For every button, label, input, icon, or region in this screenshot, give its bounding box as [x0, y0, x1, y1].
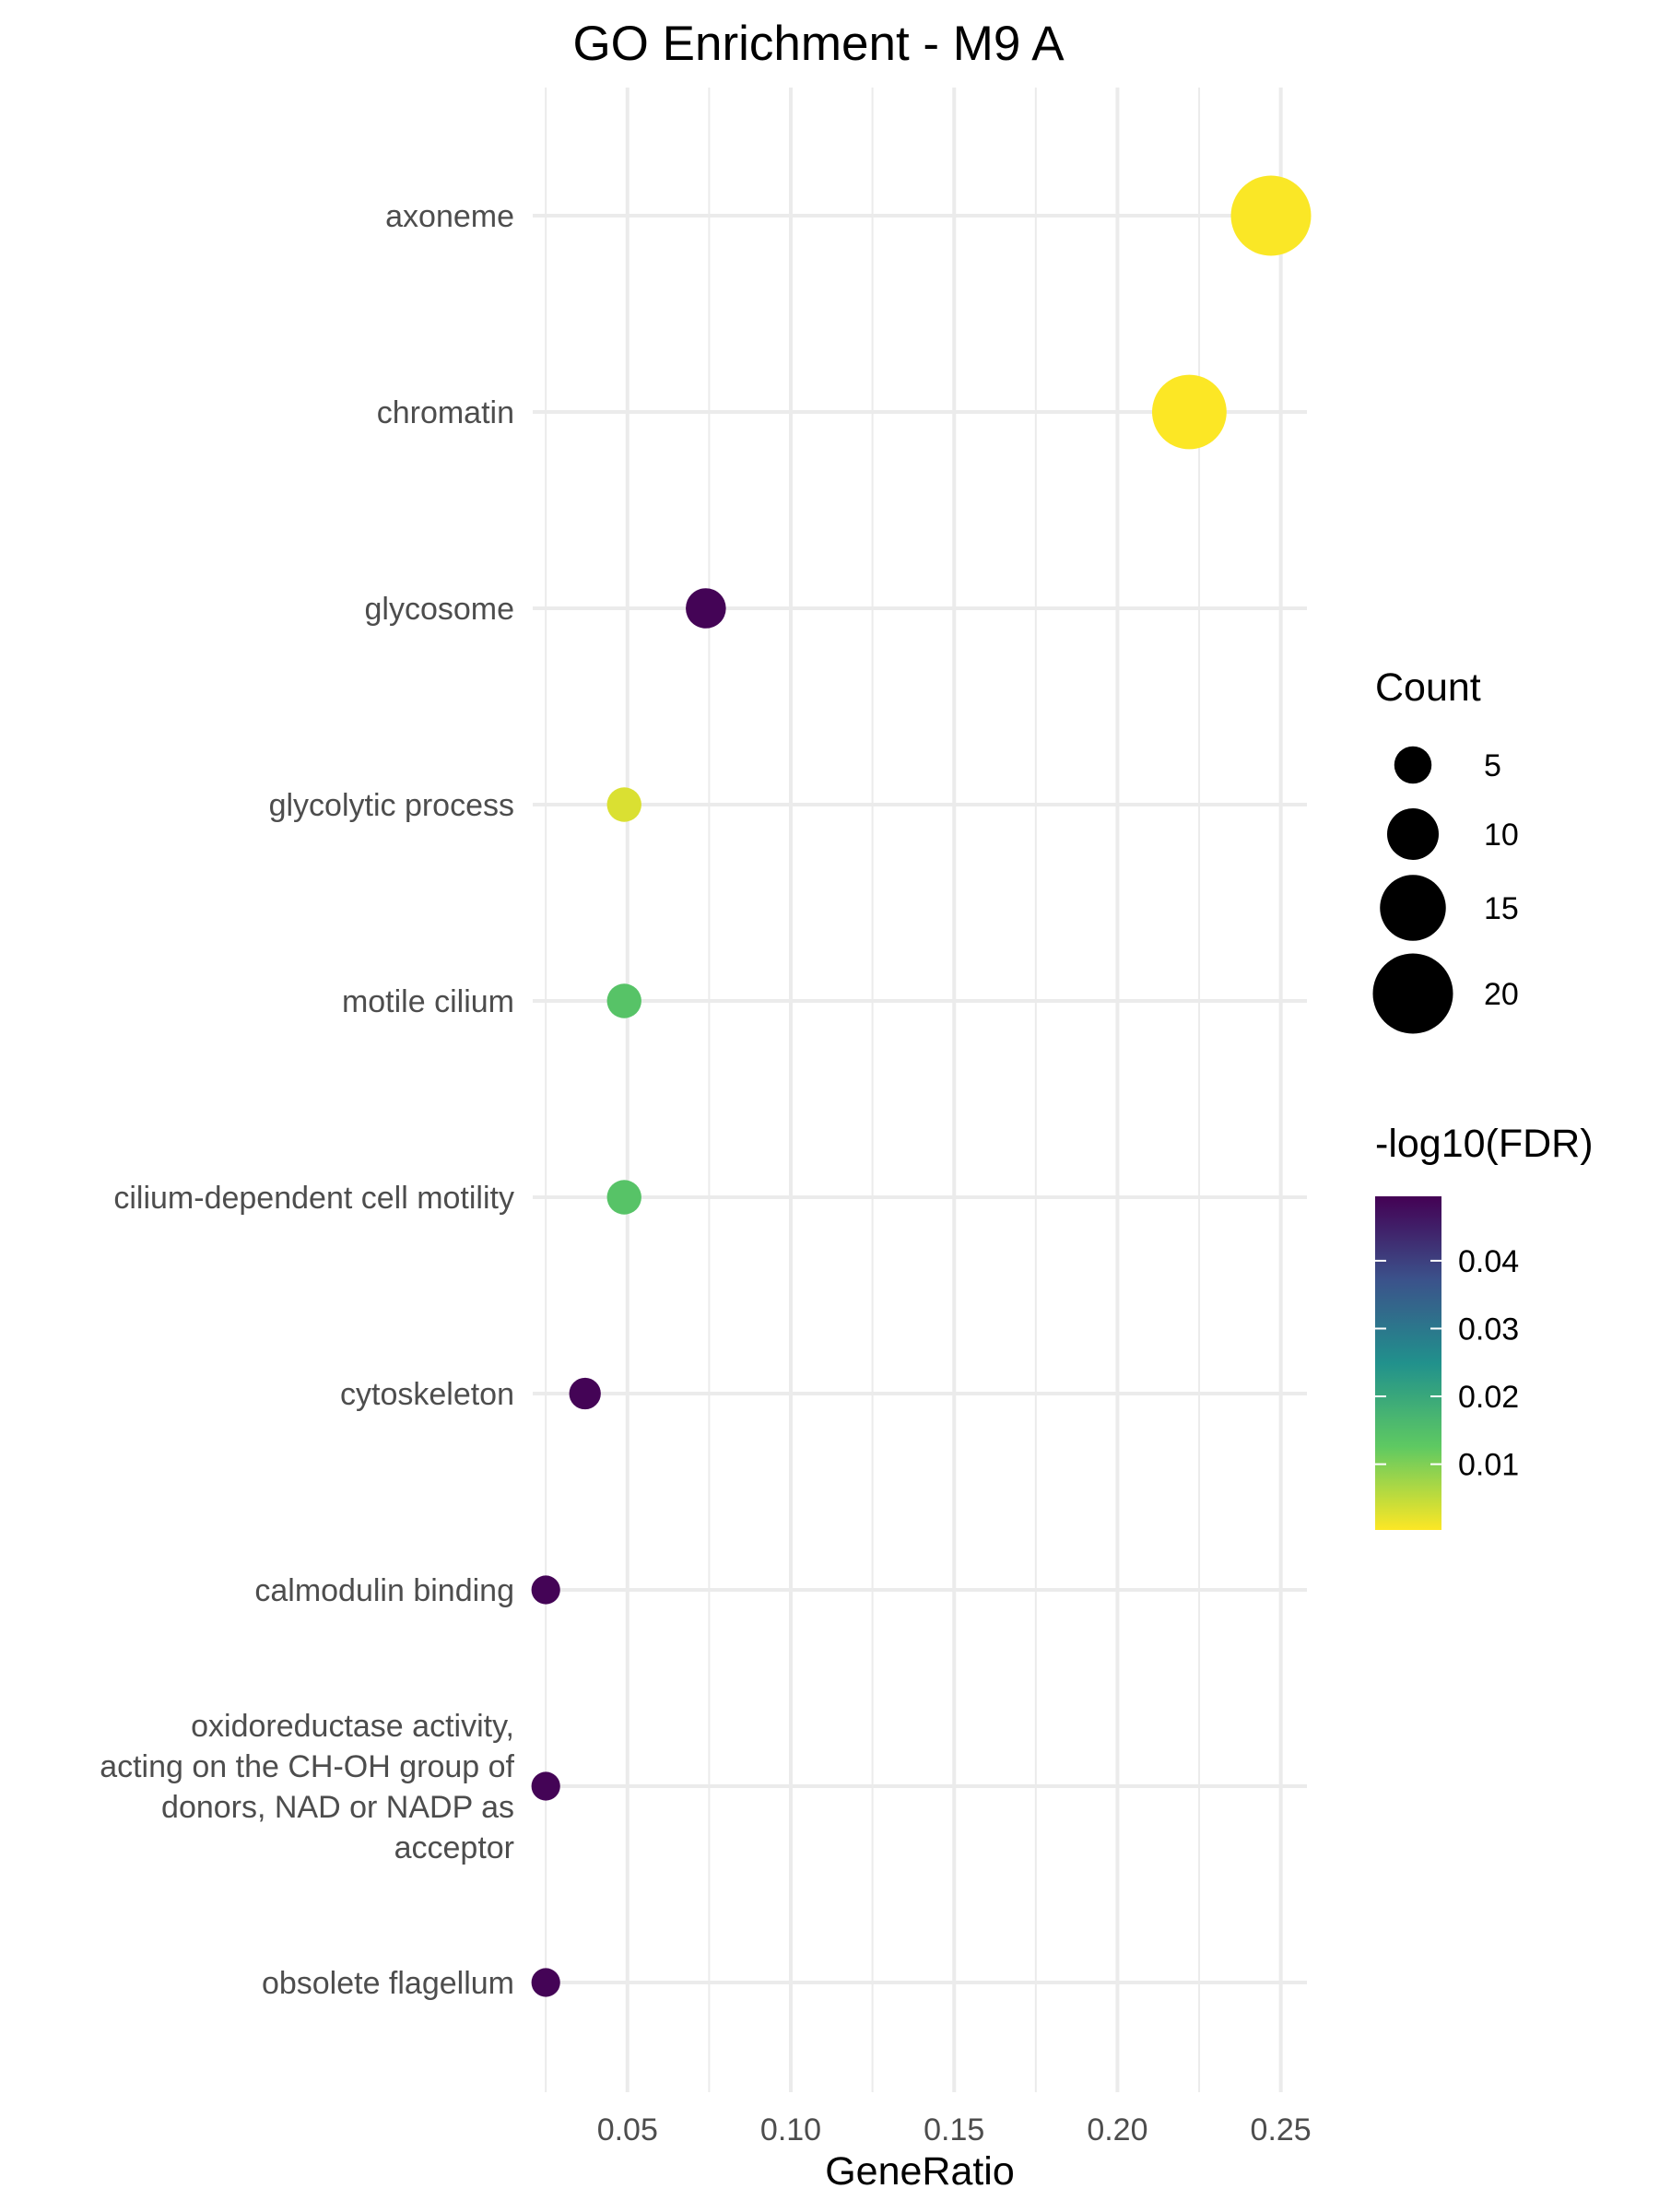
color-legend-label: 0.02 — [1458, 1380, 1519, 1415]
y-category-label: calmodulin binding — [254, 1573, 514, 1608]
fdr-color-legend: -log10(FDR) 0.04 0.03 0.02 0.01 — [1375, 1122, 1594, 1530]
data-point — [531, 1575, 560, 1605]
data-point — [531, 1771, 560, 1801]
data-point — [606, 1180, 641, 1215]
data-point — [531, 1968, 560, 1997]
count-size-legend: Count 5 10 15 20 — [1372, 665, 1519, 1034]
data-point — [1152, 374, 1227, 450]
color-legend-title: -log10(FDR) — [1375, 1122, 1594, 1166]
size-legend-key — [1380, 875, 1446, 941]
y-category-label: oxidoreductase activity, acting on the CH… — [100, 1709, 514, 1865]
x-axis-tick-labels: 0.05 0.10 0.15 0.20 0.25 — [597, 2112, 1312, 2147]
x-tick-label: 0.10 — [760, 2112, 821, 2147]
data-point — [606, 983, 641, 1018]
y-category-label: chromatin — [377, 395, 514, 430]
y-category-label: glycosome — [364, 592, 514, 627]
size-legend-key — [1372, 953, 1453, 1034]
data-point — [686, 588, 726, 629]
size-legend-label: 20 — [1484, 977, 1519, 1012]
x-tick-label: 0.20 — [1087, 2112, 1147, 2147]
panel-grid — [533, 88, 1307, 2092]
color-legend-label: 0.04 — [1458, 1244, 1519, 1279]
size-legend-label: 10 — [1484, 818, 1519, 853]
size-legend-title: Count — [1375, 665, 1481, 710]
size-legend-label: 15 — [1484, 891, 1519, 926]
x-axis-title: GeneRatio — [825, 2149, 1015, 2194]
size-legend-key — [1387, 808, 1439, 860]
size-legend-key — [1394, 746, 1432, 784]
color-bar — [1375, 1196, 1441, 1530]
data-points — [531, 175, 1312, 1997]
y-category-label: cilium-dependent cell motility — [113, 1181, 514, 1216]
data-point — [606, 787, 641, 822]
data-point — [569, 1377, 601, 1410]
y-category-label: motile cilium — [342, 984, 514, 1019]
color-legend-label: 0.03 — [1458, 1312, 1519, 1347]
y-category-label: cytoskeleton — [340, 1377, 514, 1412]
data-point — [1230, 175, 1312, 256]
x-tick-label: 0.25 — [1251, 2112, 1312, 2147]
y-axis-category-labels: axoneme chromatin glycosome glycolytic proc… — [100, 199, 514, 2001]
x-tick-label: 0.05 — [597, 2112, 658, 2147]
color-legend-label: 0.01 — [1458, 1448, 1519, 1483]
x-tick-label: 0.15 — [924, 2112, 984, 2147]
size-legend-label: 5 — [1484, 748, 1501, 783]
y-category-label: glycolytic process — [269, 788, 514, 823]
y-category-label: obsolete flagellum — [262, 1966, 514, 2001]
chart-title: GO Enrichment - M9 A — [572, 17, 1065, 71]
y-category-label: axoneme — [385, 199, 514, 234]
